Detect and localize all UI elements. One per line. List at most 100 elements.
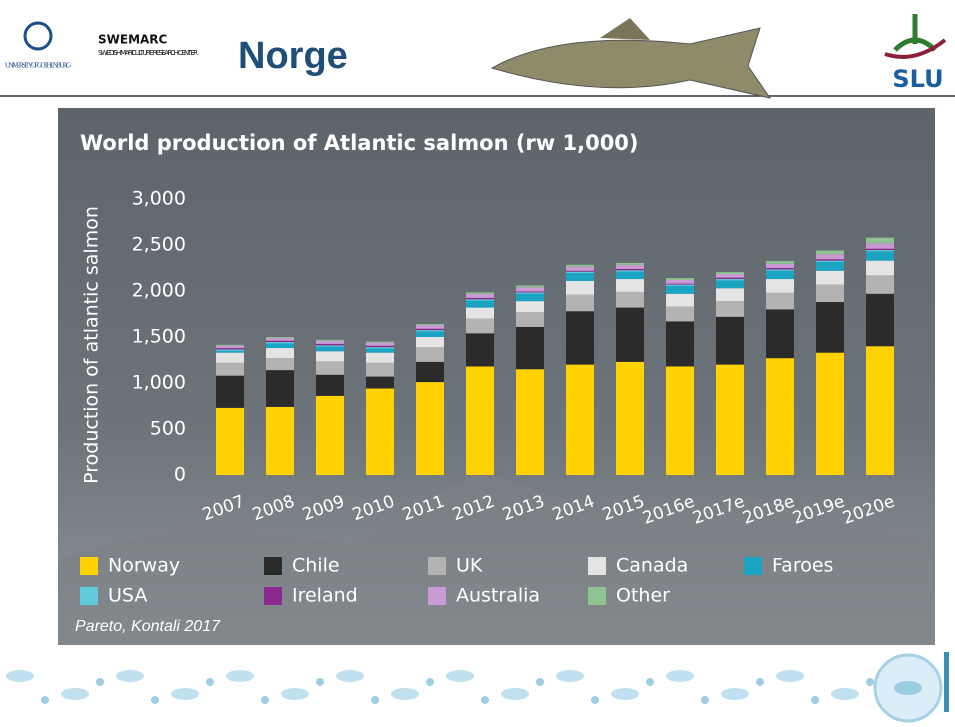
- footer-motif: [151, 696, 159, 704]
- bar-segment: [316, 361, 344, 374]
- footer-motif: [426, 678, 434, 686]
- bar-segment: [866, 261, 894, 276]
- bar-segment: [516, 285, 544, 287]
- bar-segment: [716, 301, 744, 317]
- bar-segment: [866, 249, 894, 250]
- bar-segment: [266, 341, 294, 342]
- bar-segment: [516, 369, 544, 475]
- bar-segment: [666, 321, 694, 366]
- bar-segment: [216, 353, 244, 363]
- center-name: SWEMARC: [98, 33, 168, 47]
- footer-motif: [226, 670, 254, 682]
- bar-segment: [816, 302, 844, 353]
- chart-title: World production of Atlantic salmon (rw …: [80, 131, 639, 155]
- bar-segment: [366, 377, 394, 389]
- bar-segment: [266, 338, 294, 341]
- footer-motif: [831, 688, 859, 700]
- bar-segment: [816, 353, 844, 475]
- bar-segment: [866, 238, 894, 244]
- bar-segment: [266, 407, 294, 475]
- bar-segment: [366, 346, 394, 347]
- bar-segment: [766, 271, 794, 279]
- footer-motif: [646, 678, 654, 686]
- footer-motif: [866, 678, 874, 686]
- bar-segment: [266, 343, 294, 348]
- bar-segment: [716, 278, 744, 279]
- university-name: UNIVERSITY OF GOTHENBURG: [5, 62, 71, 70]
- bar-segment: [816, 285, 844, 302]
- bar-segment: [366, 349, 394, 353]
- bar-segment: [316, 340, 344, 341]
- bar-segment: [266, 337, 294, 338]
- legend-swatch: [264, 557, 282, 575]
- bar-segment: [416, 331, 444, 337]
- legend-swatch: [264, 587, 282, 605]
- bar-segment: [216, 349, 244, 350]
- legend-label: Chile: [292, 555, 340, 577]
- bar-segment: [416, 324, 444, 325]
- footer-motif: [501, 688, 529, 700]
- bar-segment: [366, 342, 394, 343]
- footer-motif: [611, 688, 639, 700]
- footer-motif: [316, 678, 324, 686]
- bar-segment: [516, 287, 544, 291]
- footer-motif: [481, 696, 489, 704]
- bar-segment: [616, 308, 644, 362]
- y-tick-label: 3,000: [132, 188, 186, 210]
- bar-segment: [416, 325, 444, 329]
- bar-segment: [666, 286, 694, 294]
- bar-segment: [416, 330, 444, 331]
- bar-segment: [666, 294, 694, 307]
- bar-segment: [566, 265, 594, 267]
- bar-segment: [216, 348, 244, 349]
- bar-segment: [416, 382, 444, 475]
- bar-segment: [616, 265, 644, 269]
- bar-segment: [566, 365, 594, 475]
- legend-swatch: [588, 557, 606, 575]
- y-axis-label: Production of atlantic salmon: [81, 206, 103, 484]
- bar-segment: [466, 294, 494, 298]
- bar-segment: [766, 279, 794, 293]
- bar-segment: [866, 250, 894, 251]
- bar-segment: [366, 363, 394, 377]
- bar-segment: [866, 251, 894, 260]
- bar-segment: [816, 254, 844, 259]
- legend-swatch: [744, 557, 762, 575]
- bar-segment: [466, 366, 494, 475]
- source-note: Pareto, Kontali 2017: [75, 618, 221, 635]
- slu-text: SLU: [892, 65, 943, 93]
- bar-segment: [666, 280, 694, 284]
- legend-label: UK: [456, 555, 483, 577]
- bar-segment: [516, 294, 544, 301]
- bar-segment: [266, 358, 294, 370]
- footer-motif: [281, 688, 309, 700]
- footer-motif: [776, 670, 804, 682]
- bar-segment: [516, 291, 544, 292]
- footer-decoration: [0, 652, 955, 723]
- bar-segment: [316, 351, 344, 361]
- y-tick-label: 500: [150, 418, 186, 440]
- bar-segment: [316, 347, 344, 352]
- bar-segment: [766, 269, 794, 270]
- bar-segment: [266, 370, 294, 407]
- slide: UNIVERSITY OF GOTHENBURG SWEMARC SWEDISH…: [0, 0, 955, 723]
- legend-swatch: [428, 587, 446, 605]
- bar-segment: [666, 278, 694, 280]
- bar-segment: [366, 353, 394, 363]
- bar-segment: [866, 346, 894, 475]
- bar-segment: [866, 243, 894, 249]
- footer-motif: [756, 678, 764, 686]
- footer-motif: [206, 678, 214, 686]
- legend-swatch: [80, 557, 98, 575]
- bar-segment: [566, 311, 594, 364]
- bar-segment: [466, 298, 494, 299]
- bar-segment: [866, 275, 894, 293]
- bar-segment: [266, 348, 294, 358]
- slide-title: Norge: [238, 35, 348, 77]
- bar-segment: [616, 270, 644, 271]
- bar-segment: [716, 272, 744, 274]
- bar-segment: [816, 271, 844, 285]
- bar-segment: [616, 263, 644, 265]
- bar-segment: [216, 408, 244, 475]
- bar-segment: [566, 267, 594, 271]
